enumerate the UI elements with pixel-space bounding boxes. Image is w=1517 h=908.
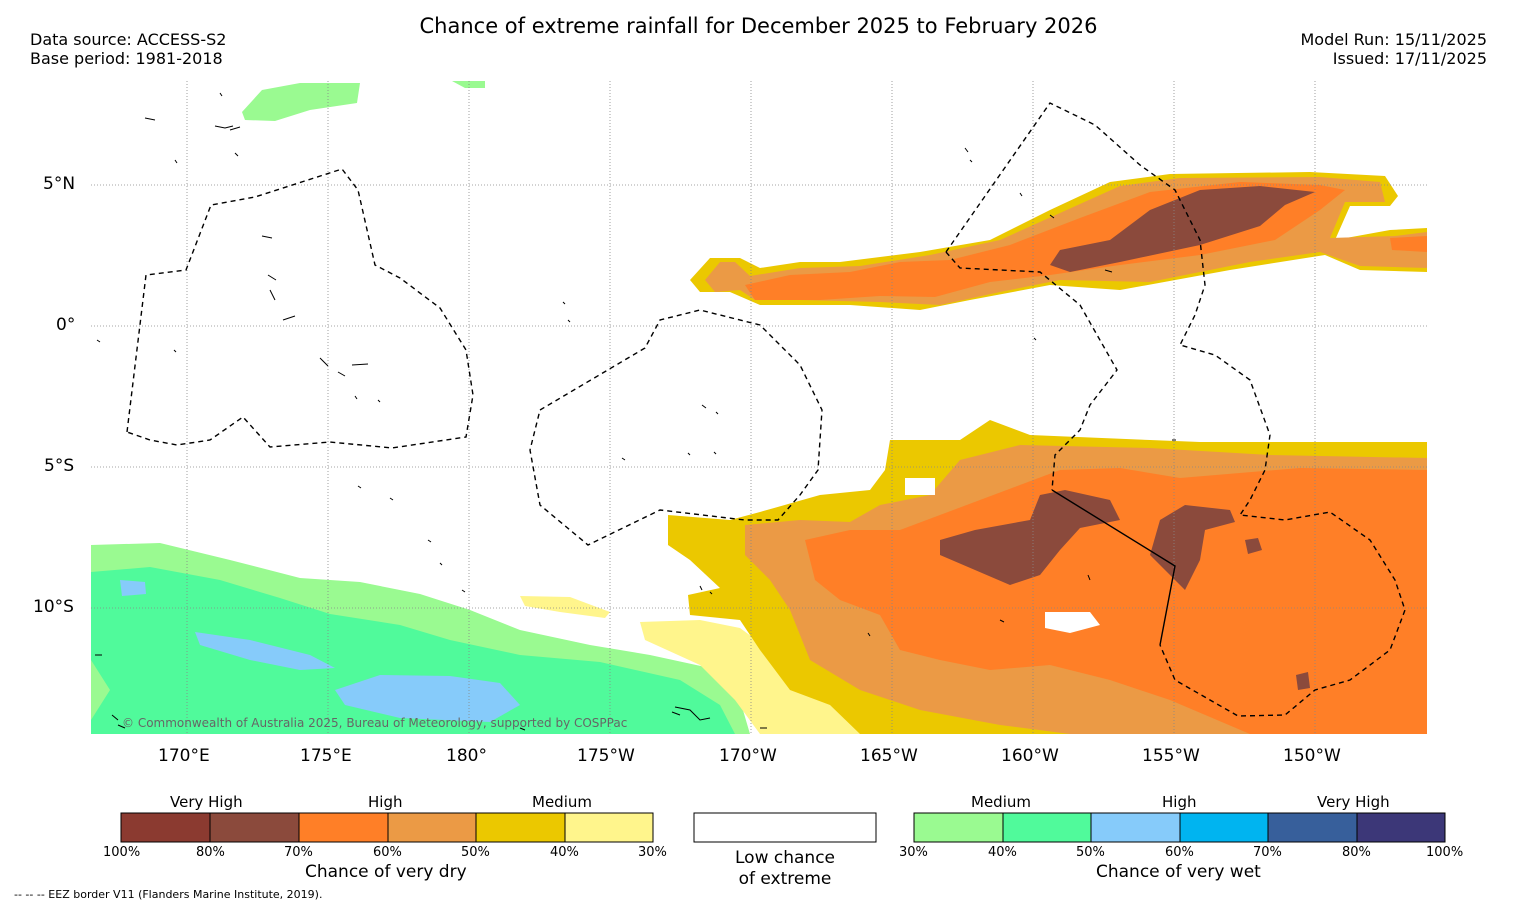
dry-swatch <box>298 812 389 843</box>
wet-category-label: High <box>1162 793 1197 811</box>
dry-70-area-north <box>1050 186 1315 272</box>
dry-tick: 80% <box>196 845 225 860</box>
lon-label: 170°W <box>719 746 777 766</box>
dry-70-area-south-1 <box>940 490 1120 585</box>
lon-label: 175°E <box>300 746 352 766</box>
issued-date: Issued: 17/11/2025 <box>1332 49 1487 68</box>
islands <box>95 92 1176 731</box>
lat-label: 0° <box>56 315 76 335</box>
dry-tick: 30% <box>638 845 667 860</box>
low-chance-swatch <box>693 812 877 843</box>
lon-label: 165°W <box>860 746 918 766</box>
dry-30-patch <box>520 596 610 618</box>
wet-swatch <box>1179 812 1269 843</box>
wet-tick: 100% <box>1426 845 1464 860</box>
dry-swatch <box>209 812 300 843</box>
base-period: Base period: 1981-2018 <box>30 49 223 68</box>
wet-tick: 40% <box>988 845 1017 860</box>
low-chance-label: Low chance of extreme <box>694 848 876 890</box>
wet-swatch <box>1090 812 1181 843</box>
lat-label: 5°N <box>43 174 76 194</box>
lon-label: 170°E <box>158 746 210 766</box>
dry-70-area-south-4 <box>1296 672 1310 690</box>
dry-tick: 70% <box>284 845 313 860</box>
dry-category-label: Very High <box>170 793 243 811</box>
wet-tick: 70% <box>1253 845 1282 860</box>
dry-swatch <box>120 812 211 843</box>
wet-category-label: Medium <box>971 793 1031 811</box>
lon-label: 160°W <box>1001 746 1059 766</box>
map-field <box>91 81 1427 734</box>
dry-hole-2 <box>905 478 935 495</box>
dry-60-area-north-2 <box>1390 236 1427 252</box>
wet-50-area-2 <box>195 632 335 670</box>
boundary-line <box>1051 489 1176 646</box>
wet-tick: 60% <box>1165 845 1194 860</box>
wet-category-label: Very High <box>1317 793 1390 811</box>
lon-label: 150°W <box>1283 746 1341 766</box>
wet-tick: 80% <box>1342 845 1371 860</box>
wet-50-area-3 <box>335 675 520 722</box>
lon-label: 175°W <box>577 746 635 766</box>
eez-borders <box>126 102 1406 717</box>
map-title: Chance of extreme rainfall for December … <box>419 14 1098 38</box>
wet-tick: 30% <box>899 845 928 860</box>
lat-label: 5°S <box>44 456 75 476</box>
dry-tick: 40% <box>550 845 579 860</box>
wet-swatch <box>1002 812 1092 843</box>
eez-footnote: -- -- -- EEZ border V11 (Flanders Marine… <box>14 888 323 901</box>
copyright-notice: © Commonwealth of Australia 2025, Bureau… <box>122 716 628 730</box>
meta-left: Data source: ACCESS-S2 Base period: 1981… <box>30 30 226 68</box>
wet-colorbar <box>913 812 1446 843</box>
dry-tick: 50% <box>461 845 490 860</box>
dry-70-area-south-2 <box>1150 505 1235 590</box>
wet-50-area <box>120 580 146 596</box>
dry-swatch <box>387 812 477 843</box>
lon-label: 180° <box>446 746 487 766</box>
dry-swatch <box>564 812 654 843</box>
dry-colorbar <box>120 812 654 843</box>
low-chance-line2: of extreme <box>738 869 832 889</box>
wet-40-area <box>91 567 735 734</box>
model-run: Model Run: 15/11/2025 <box>1300 30 1488 49</box>
wet-colorbar-title: Chance of very wet <box>1096 862 1261 882</box>
wet-swatch <box>913 812 1004 843</box>
gridlines <box>91 81 1427 734</box>
dry-70-area-south-3 <box>1245 538 1262 554</box>
low-chance-line1: Low chance <box>735 848 835 868</box>
dry-tick: 60% <box>373 845 402 860</box>
wet-tick: 50% <box>1076 845 1105 860</box>
lon-label: 155°W <box>1142 746 1200 766</box>
wet-medium-top-2 <box>452 81 485 88</box>
dry-swatch <box>475 812 566 843</box>
dry-category-label: Medium <box>532 793 592 811</box>
dry-hole <box>1045 612 1100 633</box>
dry-category-label: High <box>368 793 403 811</box>
wet-swatch <box>1356 812 1446 843</box>
data-source: Data source: ACCESS-S2 <box>30 30 227 49</box>
wet-swatch <box>1267 812 1358 843</box>
meta-right: Model Run: 15/11/2025 Issued: 17/11/2025 <box>1301 30 1488 68</box>
dry-tick: 100% <box>103 845 141 860</box>
lat-label: 10°S <box>33 597 74 617</box>
wet-medium-top <box>242 83 360 121</box>
dry-colorbar-title: Chance of very dry <box>305 862 467 882</box>
